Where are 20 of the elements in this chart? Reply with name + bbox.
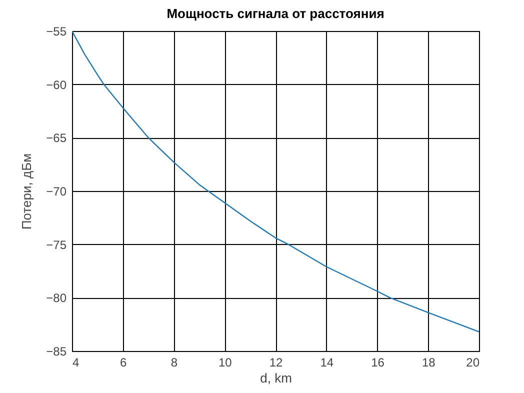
y-tick-label: −55 xyxy=(46,24,67,38)
x-tick-label: 10 xyxy=(218,356,232,370)
x-tick-label: 16 xyxy=(371,356,385,370)
y-tick-label: −80 xyxy=(46,291,67,306)
x-tick-label: 8 xyxy=(170,356,178,370)
y-tick-label: −85 xyxy=(46,344,67,358)
y-tick-label: −65 xyxy=(46,131,67,146)
x-tick-label: 6 xyxy=(120,356,128,370)
x-tick-label: 4 xyxy=(72,356,80,370)
x-axis-title: d, km xyxy=(260,370,292,386)
line-series xyxy=(72,31,479,332)
y-tick-label: −70 xyxy=(46,184,67,198)
chart-title: Мощность сигнала от расстояния xyxy=(166,6,384,21)
x-tick-label: 20 xyxy=(466,356,480,370)
x-tick-label: 14 xyxy=(320,356,334,370)
y-tick-label: −60 xyxy=(46,78,67,92)
y-axis-title: Потери, дБм xyxy=(19,153,34,230)
y-tick-label: −75 xyxy=(46,238,67,252)
x-tick-label: 12 xyxy=(269,356,283,370)
x-tick-label: 18 xyxy=(422,356,436,370)
